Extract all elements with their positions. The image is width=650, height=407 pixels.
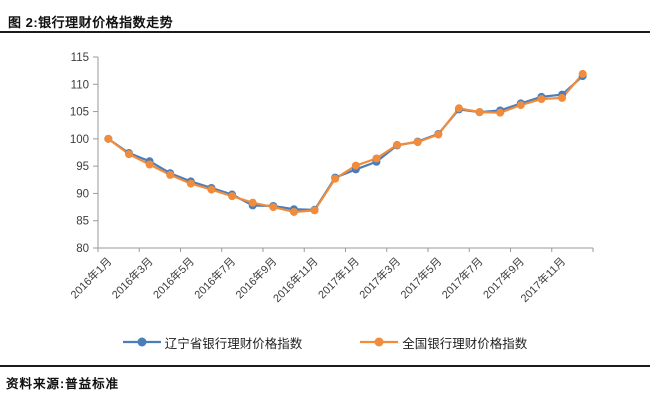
- x-tick-label: 2016年11月: [270, 254, 321, 305]
- series-1-marker: [558, 93, 567, 102]
- series-1-marker: [496, 108, 505, 117]
- y-tick-label: 90: [76, 188, 89, 200]
- series-1-marker: [124, 150, 133, 159]
- series-line-0: [107, 75, 584, 211]
- page-title: 图 2:银行理财价格指数走势: [8, 15, 174, 30]
- data-source-text: 资料来源:普益标准: [6, 377, 120, 391]
- series-1-marker: [516, 101, 525, 110]
- series-line-1: [107, 73, 584, 214]
- series-1-marker: [413, 138, 422, 147]
- legend-item-0: 辽宁省银行理财价格指数: [122, 333, 303, 352]
- series-1-marker: [289, 207, 298, 216]
- series-1-marker: [537, 95, 546, 104]
- series-1-marker: [207, 185, 216, 194]
- series-1-marker: [351, 161, 360, 170]
- legend-item-1: 全国银行理财价格指数: [360, 333, 527, 352]
- footer-bar: 资料来源:普益标准: [0, 365, 650, 407]
- x-tick-label: 2017年11月: [517, 254, 568, 305]
- series-1-marker: [104, 134, 113, 143]
- series-1-marker: [578, 69, 587, 78]
- chart-legend: 辽宁省银行理财价格指数 全国银行理财价格指数: [0, 330, 650, 354]
- series-1-marker: [269, 203, 278, 212]
- y-tick-label: 110: [71, 79, 89, 91]
- series-1-marker: [228, 192, 237, 201]
- legend-label: 辽宁省银行理财价格指数: [164, 336, 303, 351]
- x-tick-label: 2016年1月: [67, 254, 114, 301]
- legend-label: 全国银行理财价格指数: [402, 336, 528, 351]
- series-1-marker: [393, 140, 402, 149]
- series-1-marker: [454, 104, 463, 113]
- series-1-marker: [331, 174, 340, 183]
- y-tick-label: 95: [76, 161, 89, 173]
- x-tick-label: 2017年3月: [356, 254, 403, 301]
- legend-marker-icon: [360, 337, 399, 347]
- legend-marker-icon: [122, 337, 161, 347]
- x-tick-label: 2017年1月: [315, 254, 362, 301]
- series-1-marker: [372, 154, 381, 163]
- y-tick-label: 85: [76, 216, 89, 228]
- y-tick-label: 115: [71, 52, 89, 64]
- x-tick-label: 2016年3月: [109, 254, 156, 301]
- series-1-marker: [248, 198, 257, 207]
- series-1-marker: [310, 206, 319, 215]
- series-1-marker: [434, 130, 443, 139]
- title-bar: 图 2:银行理财价格指数走势: [0, 0, 650, 33]
- x-tick-label: 2017年7月: [439, 254, 486, 301]
- y-tick-label: 105: [70, 107, 89, 119]
- x-tick-label: 2017年5月: [397, 254, 444, 301]
- series-1-marker: [186, 179, 195, 188]
- series-1-marker: [475, 108, 484, 117]
- y-tick-label: 80: [76, 243, 89, 255]
- x-tick-label: 2016年5月: [150, 254, 197, 301]
- line-chart: 80 85 90 95 100 105 110 115 2016年1月2016年3月2016年5…: [67, 52, 594, 305]
- y-tick-label: 100: [70, 134, 89, 146]
- series-1-marker: [145, 160, 154, 169]
- x-tick-label: 2016年7月: [191, 254, 238, 301]
- chart-area: 80 85 90 95 100 105 110 115 2016年1月 2016年3月 2016年5…: [0, 38, 650, 328]
- series-1-marker: [166, 170, 175, 179]
